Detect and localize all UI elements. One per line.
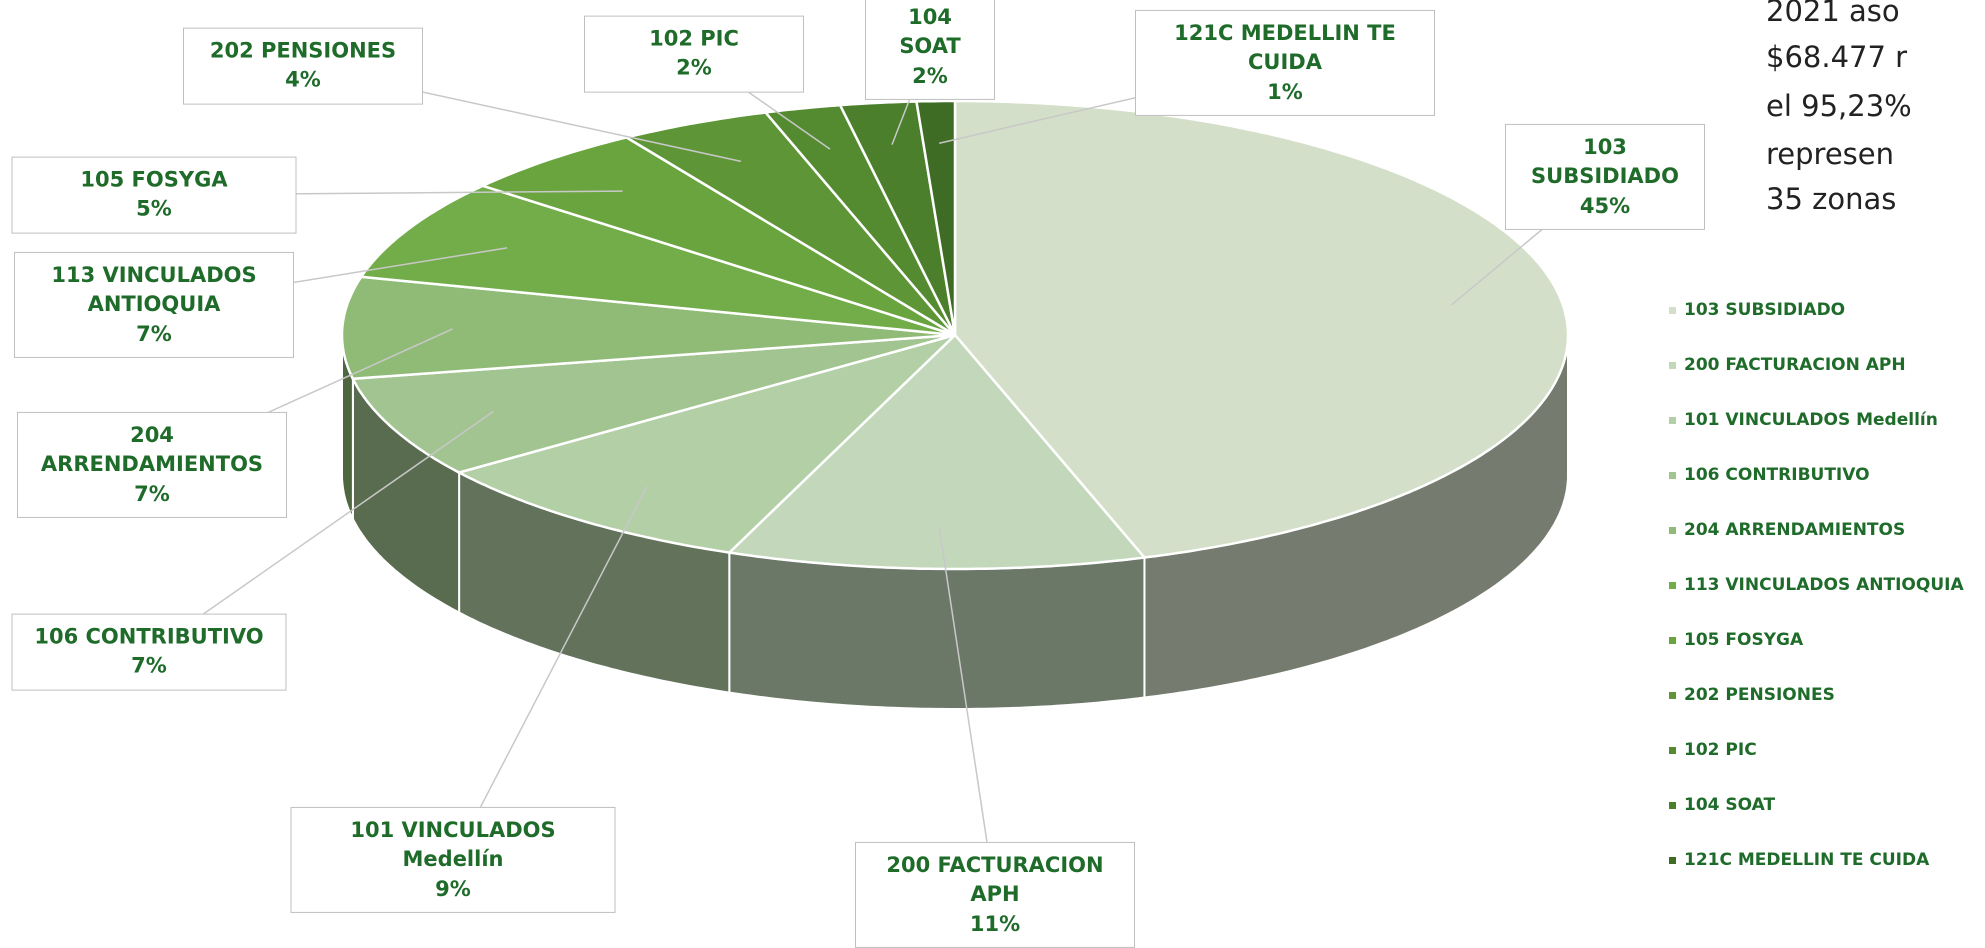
legend-entry: 106 CONTRIBUTIVO xyxy=(1669,465,1870,485)
data-label: 106 CONTRIBUTIVO 7% xyxy=(11,613,287,691)
side-text: represen xyxy=(1766,137,1894,171)
legend-swatch xyxy=(1669,856,1676,864)
legend-swatch xyxy=(1669,471,1676,479)
legend-entry: 102 PIC xyxy=(1669,740,1757,760)
legend-label: 121C MEDELLIN TE CUIDA xyxy=(1684,850,1930,870)
data-label: 103 SUBSIDIADO 45% xyxy=(1505,123,1705,231)
data-label-name: 101 VINCULADOS Medellín xyxy=(350,817,556,872)
legend-swatch xyxy=(1669,636,1676,644)
data-label-value: 7% xyxy=(136,321,172,346)
legend-label: 202 PENSIONES xyxy=(1684,685,1835,705)
slice xyxy=(953,99,1570,559)
data-label: 113 VINCULADOS ANTIOQUIA 7% xyxy=(14,251,294,359)
data-label-value: 2% xyxy=(676,56,712,80)
data-label-value: 2% xyxy=(912,63,948,88)
side-text: 2021 aso xyxy=(1766,0,1900,28)
slice xyxy=(340,275,956,381)
data-label-name: 121C MEDELLIN TE CUIDA xyxy=(1174,20,1396,75)
data-label-value: 4% xyxy=(285,68,321,92)
data-label-name: 102 PIC xyxy=(649,26,739,51)
slice-side xyxy=(728,551,1146,710)
slice xyxy=(350,333,956,474)
slice xyxy=(479,136,956,337)
data-label-name: 103 SUBSIDIADO xyxy=(1531,134,1679,189)
slice xyxy=(763,103,957,336)
legend-swatch xyxy=(1669,746,1676,754)
data-label-value: 11% xyxy=(969,911,1021,936)
data-label-value: 9% xyxy=(435,876,471,901)
data-label-name: 204 ARRENDAMIENTOS xyxy=(40,422,264,477)
legend-label: 104 SOAT xyxy=(1684,795,1776,815)
legend-swatch xyxy=(1669,581,1676,589)
slice xyxy=(455,333,956,554)
data-label-name: 200 FACTURACION APH xyxy=(886,852,1104,907)
legend-entry: 121C MEDELLIN TE CUIDA xyxy=(1669,850,1929,870)
data-label-value: 7% xyxy=(131,654,167,678)
slice xyxy=(915,99,957,336)
legend-label: 204 ARRENDAMIENTOS xyxy=(1684,520,1906,540)
legend-entry: 202 PENSIONES xyxy=(1669,685,1835,705)
legend-swatch xyxy=(1669,306,1676,314)
slice xyxy=(838,100,957,336)
legend-swatch xyxy=(1669,416,1676,424)
data-label-value: 5% xyxy=(136,197,172,221)
data-label-name: 106 CONTRIBUTIVO xyxy=(34,624,264,649)
legend-label: 200 FACTURACION APH xyxy=(1684,355,1906,375)
data-label-value: 7% xyxy=(134,481,170,506)
data-label: 104 SOAT 2% xyxy=(865,0,995,101)
legend-entry: 104 SOAT xyxy=(1669,795,1775,815)
data-label-name: 105 FOSYGA xyxy=(80,167,228,192)
legend-entry: 103 SUBSIDIADO xyxy=(1669,300,1845,320)
legend-entry: 105 FOSYGA xyxy=(1669,630,1803,650)
legend-swatch xyxy=(1669,691,1676,699)
data-label: 204 ARRENDAMIENTOS 7% xyxy=(17,411,287,519)
leader-line xyxy=(938,526,996,896)
data-label-name: 202 PENSIONES xyxy=(209,38,397,63)
legend-swatch xyxy=(1669,526,1676,534)
slice xyxy=(726,333,1147,571)
data-label: 121C MEDELLIN TE CUIDA 1% xyxy=(1135,9,1435,117)
data-label: 202 PENSIONES 4% xyxy=(183,27,423,105)
legend-label: 105 FOSYGA xyxy=(1684,630,1804,650)
legend-entry: 204 ARRENDAMIENTOS xyxy=(1669,520,1905,540)
side-text: el 95,23% xyxy=(1766,89,1912,123)
legend-label: 101 VINCULADOS Medellín xyxy=(1684,410,1938,430)
legend-label: 102 PIC xyxy=(1684,740,1757,760)
data-label: 101 VINCULADOS Medellín 9% xyxy=(290,806,616,914)
data-label-value: 45% xyxy=(1579,193,1631,218)
data-label: 102 PIC 2% xyxy=(584,15,804,93)
data-label: 200 FACTURACION APH 11% xyxy=(855,841,1135,948)
legend-swatch xyxy=(1669,801,1676,809)
leader-line xyxy=(148,410,495,653)
legend-entry: 200 FACTURACION APH xyxy=(1669,355,1906,375)
side-text: 35 zonas xyxy=(1766,182,1897,216)
leader-line xyxy=(452,486,648,861)
slice xyxy=(623,111,956,337)
data-label: 105 FOSYGA 5% xyxy=(11,156,297,234)
legend-entry: 113 VINCULADOS ANTIOQUIA xyxy=(1669,575,1964,595)
legend-label: 113 VINCULADOS ANTIOQUIA xyxy=(1684,575,1964,595)
legend-swatch xyxy=(1669,361,1676,369)
data-label-name: 113 VINCULADOS ANTIOQUIA xyxy=(51,262,257,317)
legend-label: 103 SUBSIDIADO xyxy=(1684,300,1846,320)
side-text: $68.477 r xyxy=(1766,40,1908,74)
legend-entry: 101 VINCULADOS Medellín xyxy=(1669,410,1938,430)
data-label-name: 104 SOAT xyxy=(899,4,961,59)
slice xyxy=(359,184,956,337)
legend-label: 106 CONTRIBUTIVO xyxy=(1684,465,1870,485)
data-label-value: 1% xyxy=(1267,79,1303,104)
